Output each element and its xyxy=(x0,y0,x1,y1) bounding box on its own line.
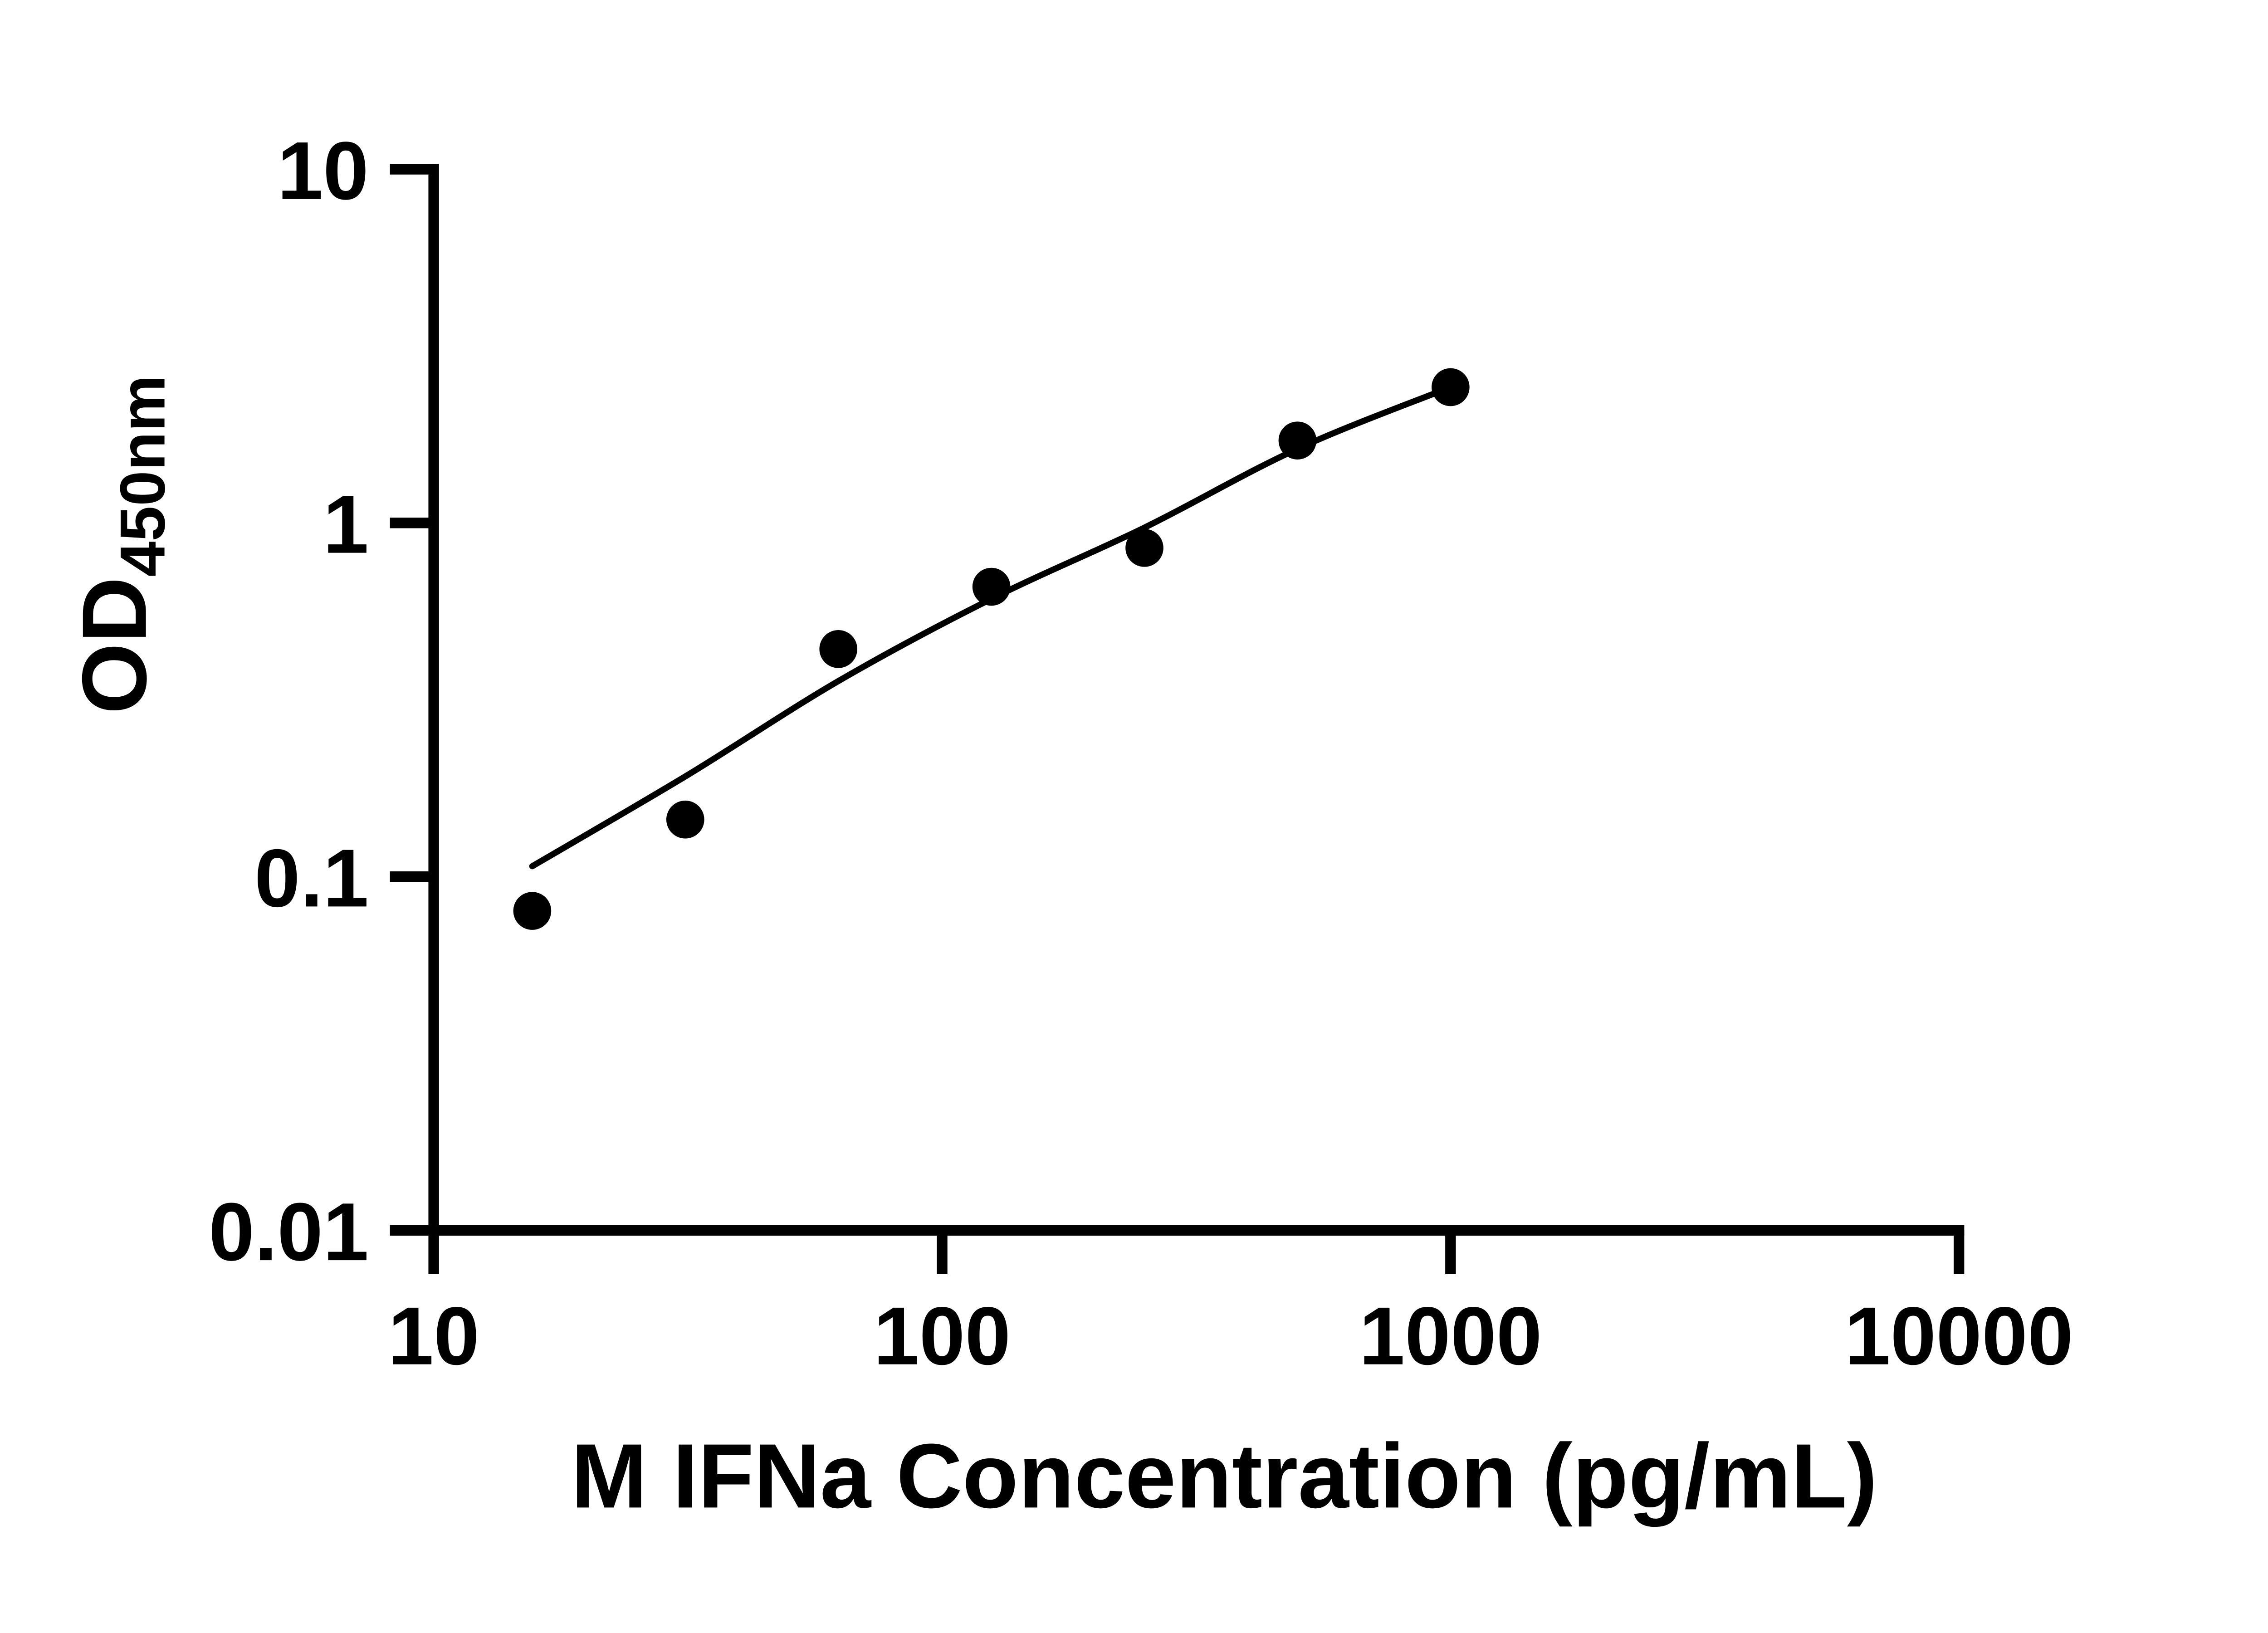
y-tick-label-1: 1 xyxy=(323,479,369,571)
y-axis-title-main: OD xyxy=(63,577,166,714)
x-tick-label-10: 10 xyxy=(388,1291,479,1382)
x-tick-label-1000: 1000 xyxy=(1359,1291,1542,1382)
data-point-62.5 xyxy=(819,630,858,668)
data-point-31.25 xyxy=(666,800,704,839)
x-axis-title: M IFNa Concentration (pg/mL) xyxy=(571,1424,1877,1527)
data-point-1000 xyxy=(1432,368,1470,406)
data-point-125 xyxy=(972,567,1011,606)
y-tick-label-0.1: 0.1 xyxy=(254,832,369,924)
fit-curve xyxy=(529,384,1454,870)
data-point-250 xyxy=(1125,529,1163,567)
data-point-15.625 xyxy=(513,892,552,930)
y-axis-title-subscript: 450nm xyxy=(107,375,178,577)
y-tick-label-10: 10 xyxy=(277,125,369,217)
data-point-500 xyxy=(1278,421,1317,460)
y-axis-title: OD450nm xyxy=(63,375,178,714)
x-tick-label-10000: 10000 xyxy=(1845,1291,2073,1382)
x-tick-label-100: 100 xyxy=(874,1291,1011,1382)
y-tick-label-0.01: 0.01 xyxy=(209,1186,369,1278)
